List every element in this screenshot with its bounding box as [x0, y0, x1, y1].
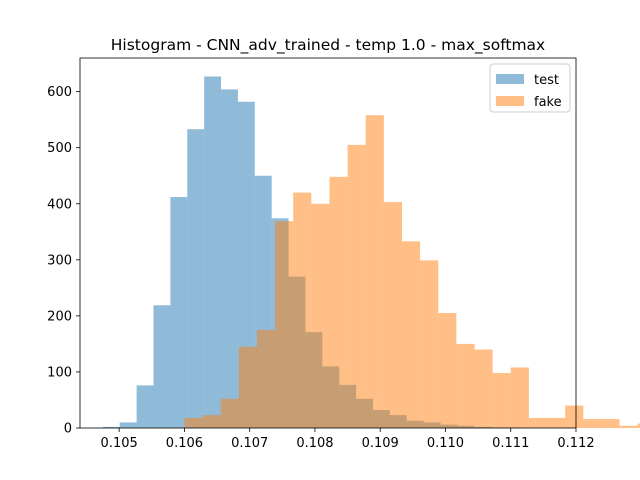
- histogram-bar-fake: [637, 423, 640, 428]
- histogram-bar-fake: [547, 417, 566, 428]
- histogram-bar-test: [119, 422, 137, 428]
- y-tick-label: 600: [47, 85, 72, 100]
- plot-frame: [79, 57, 577, 429]
- x-tick-label: 0.109: [362, 436, 399, 451]
- histogram-bar-fake: [311, 203, 330, 428]
- histogram-bar-test: [221, 89, 238, 429]
- histogram-bar-test: [237, 101, 255, 429]
- histogram-bar-fake: [510, 367, 529, 428]
- histogram-bar-fake: [438, 313, 457, 428]
- y-tick-label: 0: [64, 422, 72, 437]
- y-tick-label: 300: [47, 253, 72, 268]
- histogram-bar-test: [204, 76, 222, 428]
- histogram-bar-test: [170, 197, 188, 428]
- x-tick-label: 0.107: [231, 436, 268, 451]
- histogram-bar-fake: [383, 202, 402, 428]
- histogram-bar-fake: [365, 115, 384, 428]
- legend: test fake: [489, 63, 571, 113]
- chart-title: Histogram - CNN_adv_trained - temp 1.0 -…: [111, 36, 545, 55]
- histogram-bar-fake: [184, 417, 203, 428]
- histogram-bar-fake: [401, 241, 421, 428]
- histogram-bar-fake: [474, 349, 493, 428]
- histogram-bar-fake: [565, 405, 584, 428]
- histogram-bar-fake: [583, 419, 602, 428]
- histogram-bar-fake: [601, 419, 620, 428]
- histogram-bar-fake: [492, 373, 511, 428]
- histogram-bar-fake: [619, 425, 638, 428]
- y-tick-label: 200: [47, 309, 72, 324]
- histogram-bar-test: [136, 385, 154, 428]
- histogram-bar-test: [187, 129, 205, 429]
- histogram-bar-test: [102, 426, 120, 428]
- x-tick-label: 0.110: [427, 436, 464, 451]
- histogram-bar-test: [153, 305, 171, 428]
- histogram-bar-fake: [275, 221, 294, 428]
- histogram-bar-fake: [347, 144, 366, 429]
- legend-label-fake: fake: [534, 95, 562, 110]
- bars-layer: [102, 76, 640, 429]
- x-tick-label: 0.108: [296, 436, 333, 451]
- x-tick-label: 0.106: [166, 436, 203, 451]
- histogram-bar-fake: [220, 398, 239, 428]
- x-tick-label: 0.112: [557, 436, 594, 451]
- histogram-bar-fake: [238, 346, 257, 428]
- histogram-bar-fake: [329, 176, 348, 428]
- y-tick-label: 400: [47, 197, 72, 212]
- axes: 0.105 0.106 0.107 0.108 0.109 0.110 0.111 0.112…: [47, 57, 595, 451]
- y-tick-label: 100: [47, 365, 72, 380]
- histogram-bar-fake: [420, 260, 439, 428]
- legend-label-test: test: [534, 73, 559, 88]
- histogram-bar-fake: [202, 415, 221, 428]
- y-tick-label: 500: [47, 141, 72, 156]
- histogram-bar-fake: [256, 329, 276, 428]
- legend-swatch-test: [496, 74, 524, 84]
- histogram-bar-fake: [456, 343, 475, 428]
- histogram-bar-fake: [528, 417, 548, 428]
- legend-swatch-fake: [496, 96, 524, 106]
- x-tick-label: 0.111: [492, 436, 529, 451]
- histogram-bar-fake: [293, 192, 312, 428]
- x-tick-label: 0.105: [101, 436, 138, 451]
